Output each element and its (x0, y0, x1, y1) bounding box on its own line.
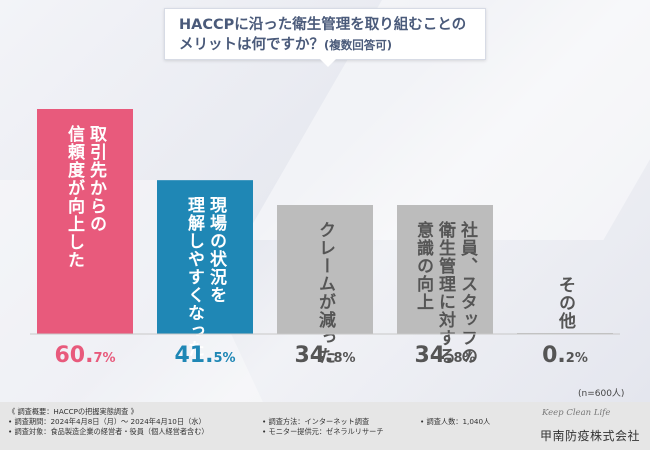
footer-survey-count: • 調査人数：1,040人 (420, 417, 491, 426)
value-label: 34.8% (294, 343, 355, 368)
footer: 《 調査概要：HACCPの把握実態調査 》 • 調査期間：2024年4月8日（月… (0, 402, 650, 450)
bar-3 (277, 205, 373, 334)
category-label: 理解しやすくなった (184, 196, 205, 358)
chart-title-note: (複数回答可) (324, 38, 393, 52)
category-label: 社員、スタッフの (457, 220, 479, 365)
chart-title-line1: HACCPに沿った衛生管理を取り組むことの (179, 17, 467, 33)
footer-survey-target: • 調査対象：食品製造企業の経営者・役員（個人経営者含む） (8, 427, 209, 436)
company-tagline: Keep Clean Life (542, 408, 611, 418)
footer-survey-provider: • モニター提供元：ゼネラルリサーチ (262, 427, 384, 436)
footer-survey-title: 《 調査概要：HACCPの把握実態調査 》 (8, 407, 138, 416)
category-label: 信頼度が向上した (64, 124, 85, 269)
chart-title-line2: メリットは何ですか？(複数回答可) (179, 36, 479, 54)
category-label: その他 (555, 276, 577, 330)
bar-2 (157, 180, 253, 334)
chart-title-main: メリットは何ですか？ (179, 37, 324, 53)
value-label: 34.8% (414, 343, 475, 368)
category-label: 現場の状況を (206, 196, 227, 304)
bar-4 (397, 205, 493, 334)
value-label: 60.7% (54, 343, 115, 368)
category-label: 取引先からの (86, 125, 107, 233)
value-label: 41.5% (174, 343, 235, 368)
category-label: 衛生管理に対する (435, 220, 457, 365)
bar-1 (37, 109, 133, 334)
sample-size-note: (n=600人) (578, 389, 625, 399)
footer-survey-method: • 調査方法：インターネット調査 (262, 417, 370, 426)
chart-title-box: HACCPに沿った衛生管理を取り組むことの メリットは何ですか？(複数回答可) (164, 8, 486, 67)
company-logo-name: 甲南防疫株式会社 (540, 429, 641, 443)
category-label: 意識の向上 (413, 220, 434, 311)
value-label: 0.2% (542, 343, 588, 368)
footer-survey-period: • 調査期間：2024年4月8日（月）～ 2024年4月10日（水） (8, 417, 206, 426)
category-label: クレームが減った (315, 221, 336, 365)
